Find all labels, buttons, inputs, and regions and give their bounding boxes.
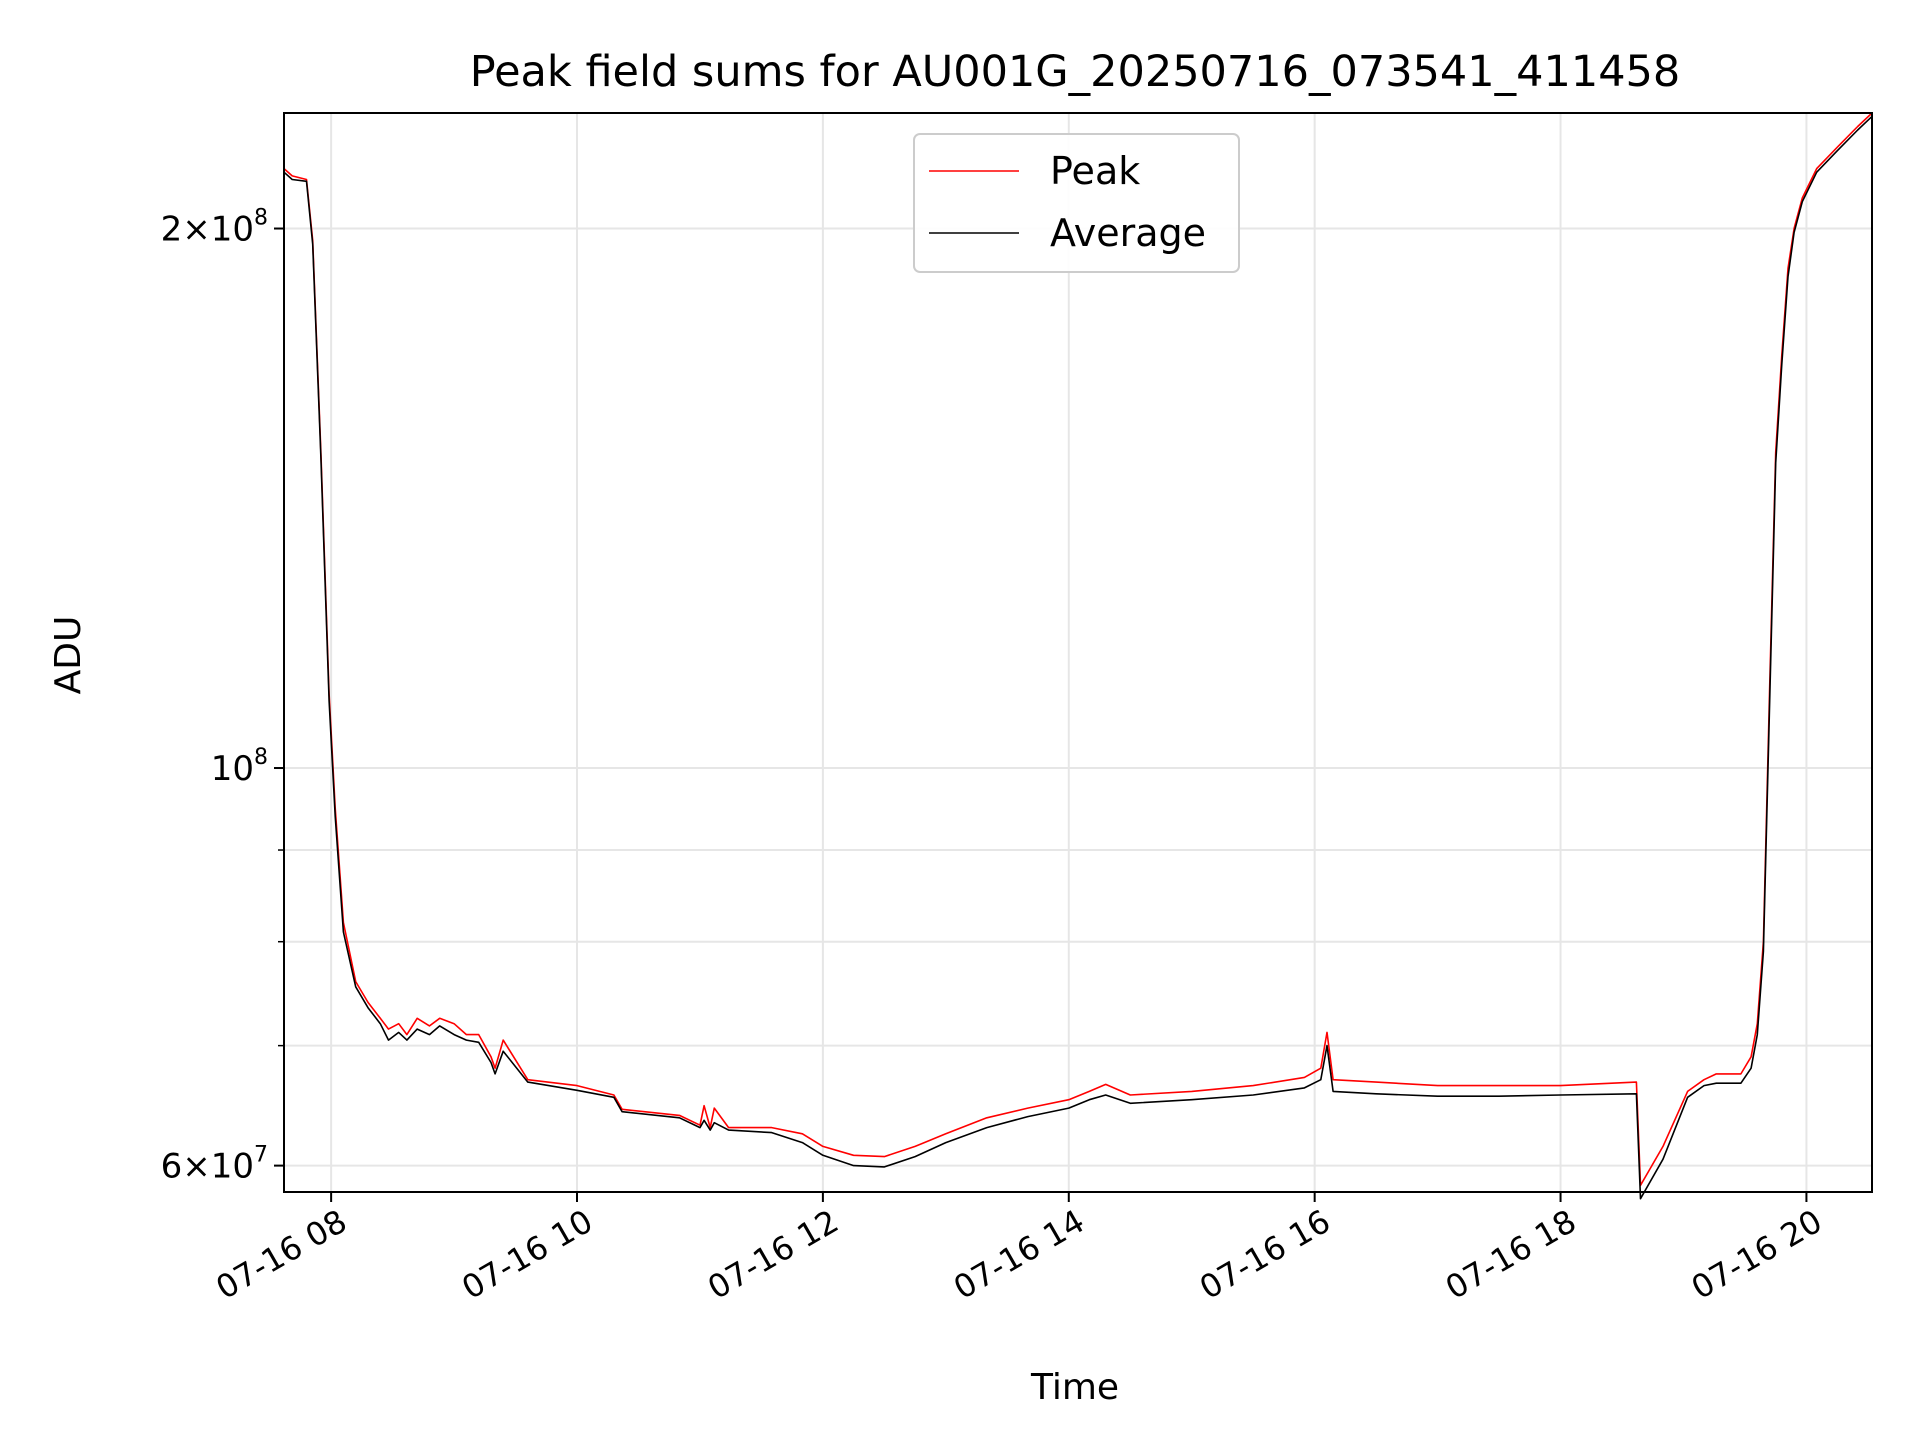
y-tick-label: 6×107 xyxy=(161,1143,268,1187)
series-peak-line xyxy=(283,112,1873,1187)
legend-peak-label: Peak xyxy=(1050,149,1140,193)
chart-title: Peak field sums for AU001G_20250716_0735… xyxy=(470,47,1681,97)
y-axis: 6×107 108 2×108 xyxy=(161,206,284,1187)
grid xyxy=(284,113,1872,1192)
x-axis-label: Time xyxy=(1030,1367,1119,1408)
legend-average-label: Average xyxy=(1050,211,1206,255)
series-group xyxy=(283,112,1873,1200)
legend-box xyxy=(913,133,1240,273)
y-axis-label: ADU xyxy=(48,616,89,695)
y-tick-label: 108 xyxy=(211,745,268,789)
plot-frame xyxy=(283,112,1873,1193)
series-average-line xyxy=(283,115,1873,1200)
legend: Peak Average xyxy=(913,133,1240,273)
y-tick-label: 2×108 xyxy=(161,206,268,250)
